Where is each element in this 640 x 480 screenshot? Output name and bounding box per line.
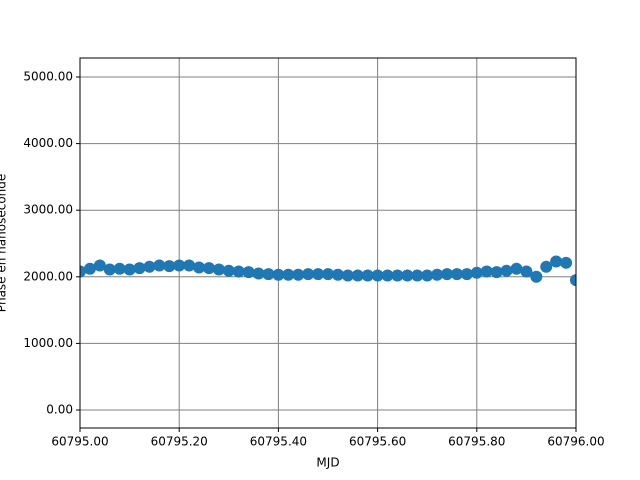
y-tick-label: 1000.00 [23,336,73,350]
point [530,270,543,283]
point [411,269,424,282]
point [331,268,344,281]
x-tick-label: 60795.40 [250,435,307,449]
point [520,265,533,278]
point [113,262,126,275]
point [183,259,196,272]
point [480,265,493,278]
point [450,268,463,281]
point [123,263,136,276]
point [242,266,255,279]
point [510,262,523,275]
point [490,266,503,279]
point [381,269,394,282]
point [222,264,235,277]
y-tick-label: 3000.00 [23,203,73,217]
point [312,268,325,281]
point [391,269,404,282]
point [163,260,176,273]
point [272,268,285,281]
y-tick-label: 5000.00 [23,69,73,83]
point [202,262,215,275]
point [421,269,434,282]
point [302,268,315,281]
point [93,259,106,272]
y-axis-label: Phase en nanoseconde [0,174,9,313]
y-tick-label: 0.00 [46,403,73,417]
x-tick-label: 60795.80 [448,435,505,449]
point [570,274,576,287]
y-tick-label: 4000.00 [23,136,73,150]
point [341,269,354,282]
point [232,265,245,278]
point [361,269,374,282]
y-tick-label: 2000.00 [23,269,73,283]
point [431,268,444,281]
point [193,261,206,274]
point [322,268,334,281]
point [470,266,483,279]
point [540,260,553,273]
point [371,269,384,282]
point [173,259,186,272]
x-tick-label: 60795.00 [51,435,108,449]
point [560,256,573,269]
point [441,268,454,281]
point [212,263,225,276]
x-tick-label: 60795.60 [349,435,406,449]
point [252,267,265,280]
plot-area [80,255,576,287]
point [500,264,513,277]
point [550,255,563,268]
point [460,268,473,281]
point [103,263,116,276]
x-tick-label: 60795.20 [151,435,208,449]
x-tick-label: 60796.00 [547,435,604,449]
axes-frame [79,57,577,429]
point [153,259,166,272]
x-axis-label: MJD [316,456,339,470]
point [292,268,305,281]
point [143,260,156,273]
point [401,269,414,282]
point [351,269,364,282]
point [262,268,275,281]
point [282,268,295,281]
point [133,262,146,275]
point [83,262,96,275]
